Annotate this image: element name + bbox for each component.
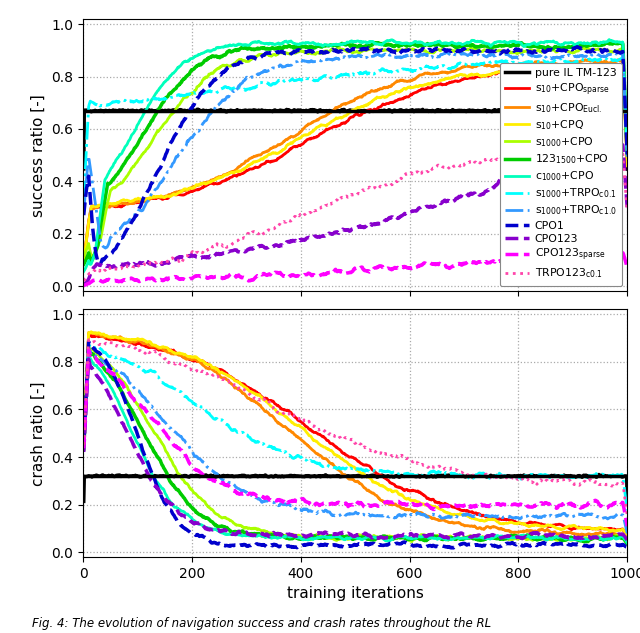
Y-axis label: success ratio [-]: success ratio [-] — [31, 94, 46, 216]
Y-axis label: crash ratio [-]: crash ratio [-] — [31, 381, 46, 486]
X-axis label: training iterations: training iterations — [287, 586, 424, 601]
Legend: pure IL TM-123, $\mathdefault{s_{10}}$+CPO$_{\mathdefault{sparse}}$, $\mathdefau: pure IL TM-123, $\mathdefault{s_{10}}$+C… — [500, 63, 622, 286]
Text: Fig. 4: The evolution of navigation success and crash rates throughout the RL: Fig. 4: The evolution of navigation succ… — [32, 617, 491, 630]
